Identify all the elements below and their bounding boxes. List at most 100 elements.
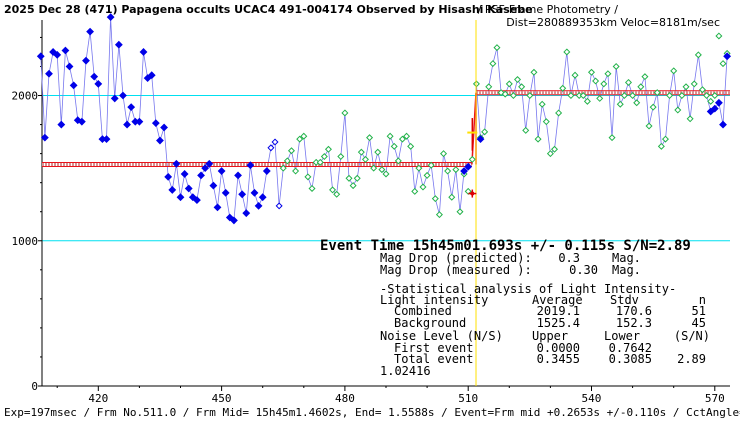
data-point [703,92,711,100]
data-point [542,118,550,126]
data-point [102,135,111,144]
data-point [209,181,218,190]
n-header: n [699,293,706,307]
stdv-header: Stdv [610,293,639,307]
data-point [151,119,160,128]
data-point [378,166,386,174]
data-point [90,72,99,81]
data-point [645,122,653,130]
data-point [217,167,226,175]
data-point [193,196,201,205]
data-point [168,186,177,194]
data-point [468,155,476,163]
data-point [719,60,727,68]
combined-n: 51 [692,304,706,318]
light-intensity-header: Light intensity [380,293,488,307]
data-point [649,103,657,111]
data-point [505,80,513,88]
data-point [415,164,423,172]
data-point [579,92,587,100]
data-point [57,120,66,129]
data-point [723,52,732,61]
x-tick-label: 510 [458,392,478,405]
combined-average: 2019.1 [537,304,580,318]
data-point [567,92,575,100]
data-point [61,46,70,55]
data-point [686,115,694,123]
data-point [538,100,546,108]
data-point [135,117,144,126]
data-point [629,92,637,100]
data-point [719,120,727,129]
total-event-lower: 0.3085 [609,352,652,366]
data-point [600,80,608,88]
x-tick-label: 420 [88,392,108,405]
data-point [411,187,419,195]
data-point [448,193,456,201]
data-point [423,171,431,179]
data-point [661,135,669,143]
data-point [390,142,398,150]
data-point [262,167,271,175]
data-point [555,109,563,117]
data-point [435,211,443,219]
data-point [254,201,263,210]
x-tick-label: 570 [705,392,725,405]
data-point [592,77,600,85]
model-level-after [476,90,730,96]
data-point [366,134,374,142]
data-point [94,79,103,88]
data-point [184,184,193,193]
data-point [596,94,604,102]
data-point [258,193,267,202]
data-point [246,161,255,170]
data-point [386,132,394,140]
data-points [36,13,732,225]
data-point [460,167,468,175]
photometry-method: / PSF-Frame Photometry / [478,3,619,16]
background-label: Background [394,316,466,330]
data-point [707,97,715,105]
data-point [164,172,173,181]
data-point [201,164,210,173]
data-point [526,92,534,100]
data-point [292,167,300,175]
data-point [82,56,90,65]
average-header: Average [532,293,583,307]
data-point [172,159,181,168]
transition-point [470,191,475,196]
statistics-panel: Event Time 15h45m01.693s +/- 0.115s S/N=… [320,238,710,378]
data-point [337,153,345,161]
total-event-sn: 2.89 [677,352,706,366]
data-point [304,173,312,181]
data-point [213,203,222,212]
data-point [221,188,230,197]
data-point [616,100,624,108]
data-point [114,40,123,49]
data-point [127,103,136,112]
stats-section-title: -Statistical analysis of Light Intensity… [380,282,676,296]
data-point [86,27,94,36]
data-point [49,48,58,56]
sn-header: (S/N) [674,329,710,343]
data-point [341,109,349,117]
data-point [427,161,435,169]
data-point [160,123,168,132]
data-point [110,94,119,103]
data-point [238,190,247,199]
data-point [710,104,719,113]
data-point [624,78,632,86]
data-point [250,188,259,197]
first-event-lower: 0.7642 [609,341,652,355]
y-tick-label: 1000 [12,235,39,248]
data-point [73,116,82,125]
data-point [711,92,719,100]
data-point [583,97,591,105]
data-point [481,128,489,136]
data-point [205,159,214,168]
data-point [123,120,131,129]
data-point [357,148,365,156]
data-point [514,76,522,84]
distance-velocity: Dist=280889353km Veloc=8181m/sec [506,16,720,29]
